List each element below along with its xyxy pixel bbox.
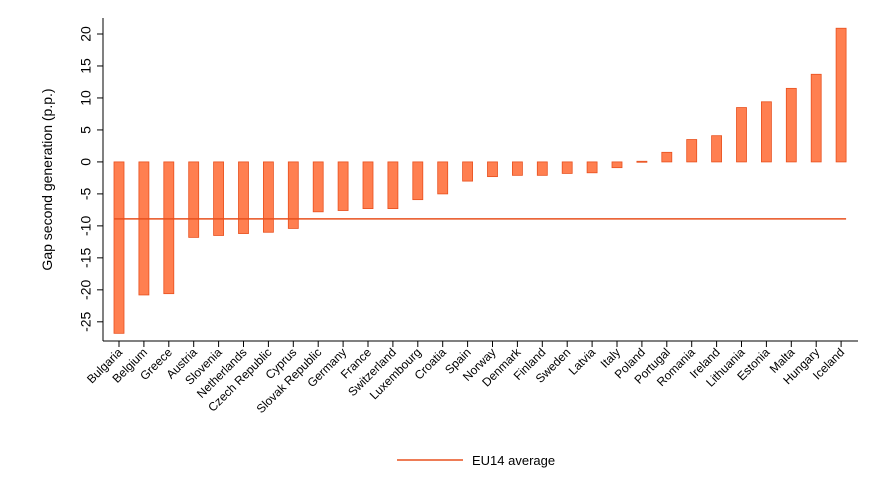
bar-switzerland xyxy=(387,161,399,210)
y-tick-label: 10 xyxy=(78,90,94,106)
bar-latvia xyxy=(586,161,598,174)
bar-poland xyxy=(636,160,648,163)
bar-cyprus xyxy=(287,161,299,229)
bar-portugal xyxy=(661,151,673,163)
bar-france xyxy=(362,161,374,210)
bar-norway xyxy=(487,161,498,178)
y-axis-title: Gap second generation (p.p.) xyxy=(39,88,55,270)
bar-austria xyxy=(188,161,200,238)
bar-romania xyxy=(686,139,698,163)
y-tick-label: -5 xyxy=(78,187,94,200)
bar-lithuania xyxy=(736,107,747,163)
y-tick-label: -20 xyxy=(78,280,94,300)
bar-sweden xyxy=(561,161,573,174)
axes-group xyxy=(102,18,858,342)
y-ticks-group: -25 -20 -15 -10 -5 0 5 10 15 20 xyxy=(78,26,103,332)
bar-slovenia xyxy=(213,161,225,236)
bar-italy xyxy=(611,161,623,169)
y-tick-label: -15 xyxy=(78,248,94,268)
bar-iceland xyxy=(835,27,847,163)
bar-estonia xyxy=(761,101,772,163)
bar-luxembourg xyxy=(412,161,424,201)
bar-spain xyxy=(462,161,474,182)
y-tick-label: 0 xyxy=(78,158,94,166)
bar-finland xyxy=(536,161,548,176)
bar-croatia xyxy=(437,161,449,195)
bar-denmark xyxy=(512,161,523,176)
x-tick-label: Latvia xyxy=(566,345,599,378)
bar-greece xyxy=(163,161,175,295)
bar-ireland xyxy=(711,135,722,163)
bars-group xyxy=(113,27,847,334)
bar-belgium xyxy=(138,161,150,296)
bar-hungary xyxy=(810,73,822,163)
bar-netherlands xyxy=(238,161,249,234)
bar-czech-republic xyxy=(262,161,274,233)
x-ticks-group: BulgariaBelgiumGreeceAustriaSloveniaNeth… xyxy=(84,341,847,416)
y-tick-label: 5 xyxy=(78,126,94,134)
legend: EU14 average xyxy=(397,453,555,468)
bar-slovak-republic xyxy=(312,161,324,213)
y-tick-label: 15 xyxy=(78,58,94,74)
bar-malta xyxy=(785,87,797,163)
legend-label: EU14 average xyxy=(472,453,555,468)
y-tick-label: -25 xyxy=(78,311,94,331)
bar-bulgaria xyxy=(113,161,125,334)
bar-germany xyxy=(337,161,349,211)
y-tick-label: 20 xyxy=(78,26,94,42)
y-tick-label: -10 xyxy=(78,216,94,236)
